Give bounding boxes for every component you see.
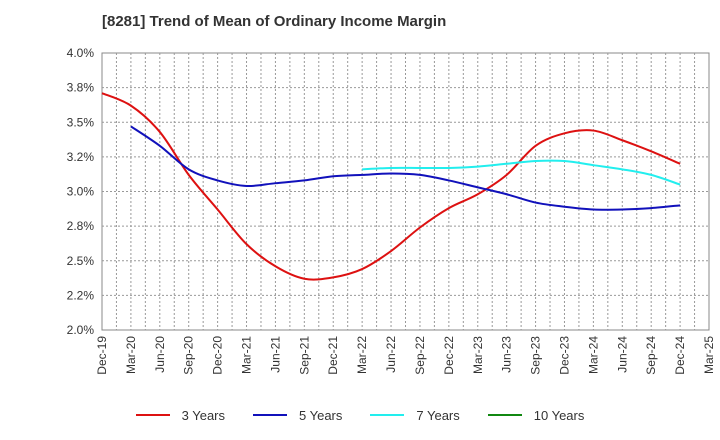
x-axis-tick-labels: Dec-19 Mar-20 Jun-20 Sep-20 Dec-20 Mar-21 Jun-… [95, 336, 716, 375]
y-tick-label: 2.8% [67, 219, 95, 233]
x-tick-label: Mar-22 [355, 336, 369, 374]
x-tick-label: Dec-19 [95, 336, 109, 375]
x-tick-label: Jun-21 [268, 336, 282, 373]
y-tick-label: 3.8% [67, 81, 95, 95]
y-tick-label: 3.0% [67, 185, 95, 199]
x-tick-label: Mar-25 [702, 336, 716, 374]
legend-label: 5 Years [299, 407, 343, 423]
legend: 3 Years 5 Years 7 Years 10 Years [0, 404, 720, 426]
series-lines [101, 92, 681, 281]
x-tick-label: Sep-22 [413, 336, 427, 375]
y-axis-tick-labels: 2.0% 2.2% 2.5% 2.8% 3.0% 3.2% 3.5% 3.8% 4.0% [67, 46, 95, 337]
x-tick-label: Dec-24 [673, 336, 687, 375]
legend-label: 7 Years [416, 407, 460, 423]
x-tick-label: Dec-20 [211, 336, 225, 375]
legend-item: 10 Years [487, 407, 585, 423]
legend-swatch [487, 414, 522, 416]
legend-label: 10 Years [533, 407, 585, 423]
x-tick-label: Jun-23 [500, 336, 514, 373]
y-tick-label: 3.2% [67, 150, 95, 164]
y-tick-label: 2.2% [67, 288, 95, 302]
x-tick-label: Dec-22 [442, 336, 456, 375]
x-tick-label: Dec-21 [326, 336, 340, 375]
x-tick-label: Jun-20 [153, 336, 167, 373]
legend-item: 7 Years [370, 407, 460, 423]
x-tick-label: Mar-21 [240, 336, 254, 374]
x-tick-label: Dec-23 [557, 336, 571, 375]
x-tick-label: Sep-21 [297, 336, 311, 375]
y-tick-label: 2.5% [67, 254, 95, 268]
x-tick-label: Jun-22 [384, 336, 398, 373]
legend-swatch [253, 414, 287, 416]
series-line-3-years [101, 92, 681, 281]
x-tick-label: Sep-20 [182, 336, 196, 375]
legend-swatch [370, 414, 405, 416]
x-tick-label: Sep-24 [644, 336, 658, 375]
series-line-5-years [130, 125, 681, 211]
x-tick-label: Mar-20 [124, 336, 138, 374]
legend-item: 5 Years [253, 408, 342, 423]
x-tick-label: Sep-23 [529, 336, 543, 375]
x-tick-label: Jun-24 [615, 336, 629, 373]
legend-label: 3 Years [181, 407, 225, 423]
y-tick-label: 4.0% [67, 46, 95, 60]
x-tick-label: Mar-23 [471, 336, 485, 374]
legend-item: 3 Years [135, 407, 225, 423]
y-tick-label: 3.5% [67, 115, 95, 129]
y-tick-label: 2.0% [67, 323, 95, 337]
chart-title: [8281] Trend of Mean of Ordinary Income … [102, 13, 447, 30]
x-tick-label: Mar-24 [586, 336, 600, 374]
legend-swatch [135, 414, 170, 416]
series-line-7-years [362, 159, 681, 186]
